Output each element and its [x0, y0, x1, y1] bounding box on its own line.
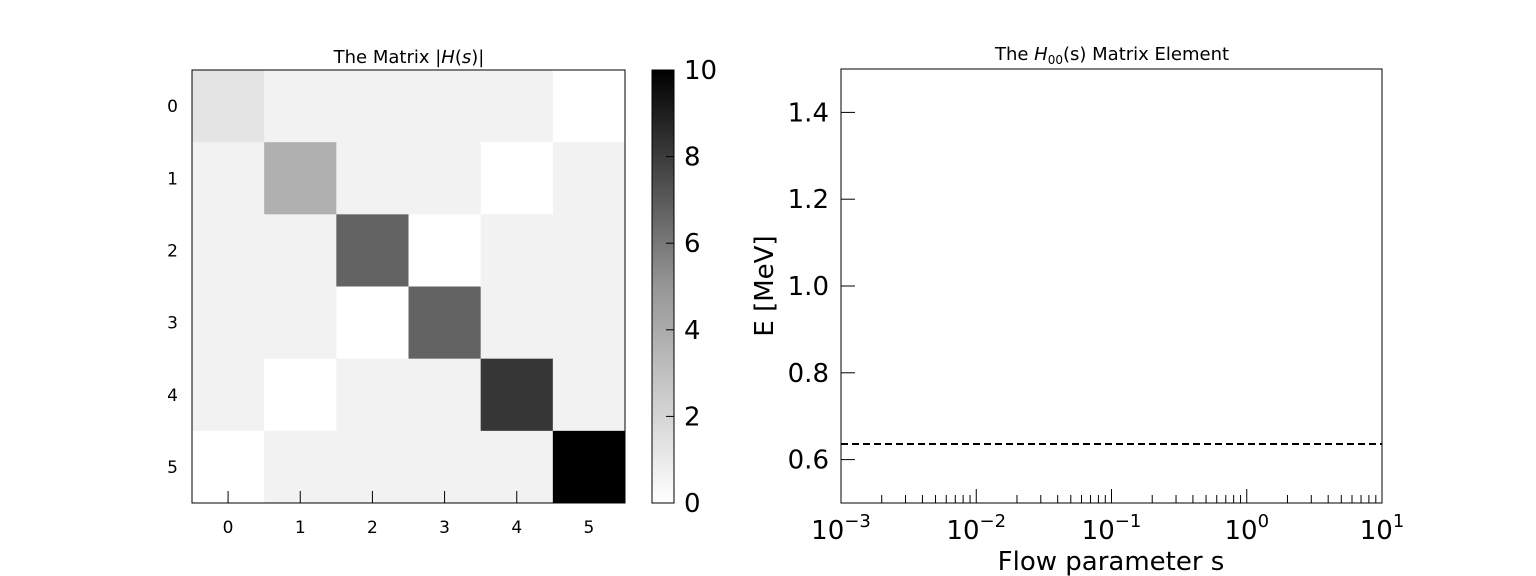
heatmap-x-tick-label: 4 [511, 518, 522, 538]
heatmap-cell [408, 286, 482, 360]
x-axis-label: Flow parameter s [998, 547, 1225, 576]
heatmap-cell [480, 142, 554, 215]
y-tick-label: 0.6 [788, 446, 829, 476]
heatmap-y-tick-label: 3 [167, 314, 178, 334]
heatmap-y-tick-label: 1 [167, 169, 178, 189]
heatmap-cell [552, 70, 626, 143]
colorbar-tick-label: 4 [684, 316, 701, 346]
colorbar-gradient [651, 69, 675, 504]
heatmap-cell [192, 358, 265, 432]
heatmap-cell [408, 70, 482, 143]
heatmap-y-tick-label: 4 [167, 386, 178, 406]
heatmap-cell [192, 142, 265, 215]
x-tick-label: 10−2 [946, 511, 1006, 546]
colorbar: 0 2 4 6 8 10 [651, 56, 717, 519]
heatmap-frame [191, 69, 626, 504]
heatmap-cell [552, 358, 626, 432]
y-tick-label: 0.8 [788, 359, 829, 389]
heatmap-cell [480, 358, 554, 432]
heatmap-x-tick-label: 3 [439, 518, 450, 538]
x-tick-label: 10−1 [1082, 511, 1142, 546]
heatmap-cell [264, 358, 337, 432]
colorbar-tick-label: 8 [684, 143, 701, 173]
y-axis-label: E [MeV] [750, 235, 780, 336]
x-tick-label: 10−3 [811, 511, 871, 546]
y-tick-label: 1.2 [788, 185, 829, 215]
heatmap-cell [552, 286, 626, 360]
heatmap-title: The Matrix |H(s)| [333, 47, 485, 68]
line-ticks: 10−3 10−2 10−1 100 101 0.6 0.8 1.0 1.2 1.4 [788, 98, 1405, 546]
heatmap-panel: The Matrix |H(s)| 0 1 2 3 4 5 0 1 2 3 4 5 [167, 47, 626, 538]
x-tick-label: 101 [1360, 511, 1405, 546]
heatmap-cell [408, 214, 482, 287]
heatmap-y-tick-label: 5 [167, 458, 178, 478]
x-tick-label: 100 [1224, 511, 1269, 546]
heatmap-x-tick-label: 5 [584, 518, 595, 538]
heatmap-x-tick-label: 1 [295, 518, 306, 538]
heatmap-cell [192, 70, 265, 143]
heatmap-cell [264, 142, 337, 215]
heatmap-cell [336, 142, 409, 215]
heatmap-cell [480, 286, 554, 360]
heatmap-ticks: 0 1 2 3 4 5 0 1 2 3 4 5 [167, 97, 594, 538]
heatmap-cell [336, 286, 409, 360]
line-panel: The H00(s) Matrix Element 10−3 10−2 10−1 10… [750, 44, 1404, 576]
heatmap-cell [336, 214, 409, 287]
colorbar-tick-label: 6 [684, 229, 701, 259]
heatmap-cell [480, 70, 554, 143]
line-frame [840, 68, 1383, 504]
heatmap-cell [552, 142, 626, 215]
heatmap-y-tick-label: 2 [167, 241, 178, 261]
y-tick-label: 1.4 [788, 98, 829, 128]
colorbar-tick-label: 2 [684, 402, 701, 432]
heatmap-cell [264, 70, 337, 143]
heatmap-cell [264, 286, 337, 360]
y-tick-label: 1.0 [788, 272, 829, 302]
line-title: The H00(s) Matrix Element [994, 44, 1229, 67]
heatmap-y-tick-label: 0 [167, 97, 178, 117]
heatmap-x-tick-label: 2 [367, 518, 378, 538]
heatmap-cell [552, 214, 626, 287]
heatmap-cell [192, 286, 265, 360]
heatmap-cell [408, 142, 482, 215]
colorbar-ticks: 0 2 4 6 8 10 [666, 56, 717, 519]
heatmap-cells [192, 70, 626, 504]
heatmap-cell [336, 70, 409, 143]
heatmap-cell [192, 214, 265, 287]
colorbar-tick-label: 10 [684, 56, 717, 86]
heatmap-x-tick-label: 0 [223, 518, 234, 538]
heatmap-cell [480, 214, 554, 287]
heatmap-cell [264, 214, 337, 287]
colorbar-tick-label: 0 [684, 489, 701, 519]
heatmap-cell [336, 358, 409, 432]
heatmap-cell [408, 358, 482, 432]
